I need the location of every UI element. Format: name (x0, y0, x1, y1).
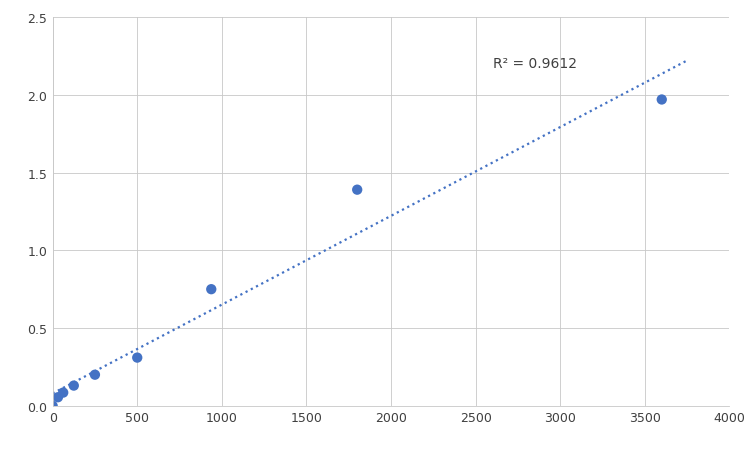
Point (131, 354, 143, 361)
Point (57, 389, 69, 396)
Point (205, 286, 217, 293)
Point (47, 402, 59, 410)
Point (656, 97, 668, 104)
Point (52, 394, 64, 401)
Point (89, 371, 101, 378)
Point (68, 382, 80, 389)
Point (351, 187, 363, 194)
Text: R² = 0.9612: R² = 0.9612 (493, 57, 577, 71)
